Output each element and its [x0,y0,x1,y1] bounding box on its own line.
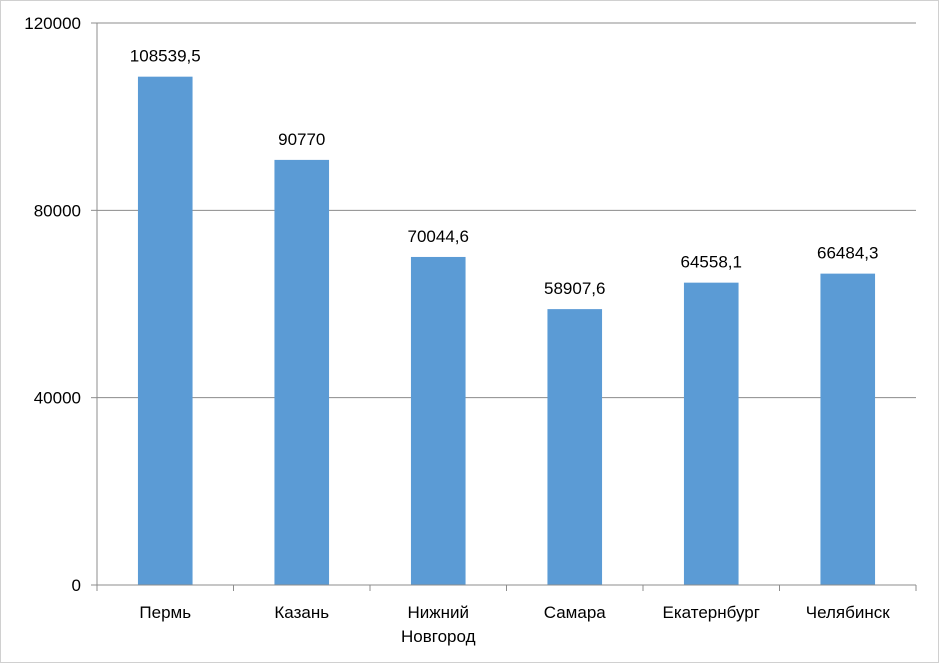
axes [91,22,917,591]
category-label: Казань [274,603,329,622]
y-tick-label: 80000 [34,201,81,220]
data-label: 108539,5 [130,47,201,66]
bar [137,76,193,585]
data-label: 64558,1 [681,253,742,272]
category-label: Самара [544,603,607,622]
y-tick-label: 0 [72,576,81,595]
bar [683,282,739,585]
bar [274,159,330,585]
category-label: Екатернбург [663,603,760,622]
category-label: Нижний [407,603,469,622]
data-label: 66484,3 [817,244,878,263]
category-label: Пермь [139,603,191,622]
labels: 0 40000 80000 120000 108539,5 Пермь 90770 Казан… [24,14,890,646]
category-label: Новгород [401,627,476,646]
data-label: 90770 [278,130,325,149]
y-tick-label: 40000 [34,389,81,408]
bars [137,76,876,585]
bar [820,273,876,585]
data-label: 70044,6 [408,227,469,246]
gridlines [97,22,916,399]
bar [547,309,603,585]
y-tick-label: 120000 [24,14,81,33]
data-label: 58907,6 [544,279,605,298]
category-label: Челябинск [806,603,890,622]
bar [410,256,466,585]
